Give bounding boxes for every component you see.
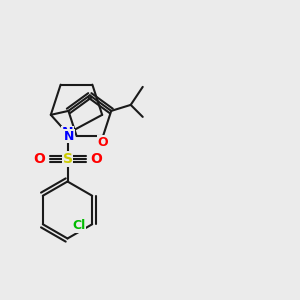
- Text: Cl: Cl: [72, 219, 85, 232]
- Text: N: N: [62, 127, 73, 140]
- Text: O: O: [90, 152, 102, 166]
- Text: N: N: [64, 130, 74, 142]
- Text: S: S: [62, 152, 73, 166]
- Text: O: O: [33, 152, 45, 166]
- Text: O: O: [98, 136, 108, 148]
